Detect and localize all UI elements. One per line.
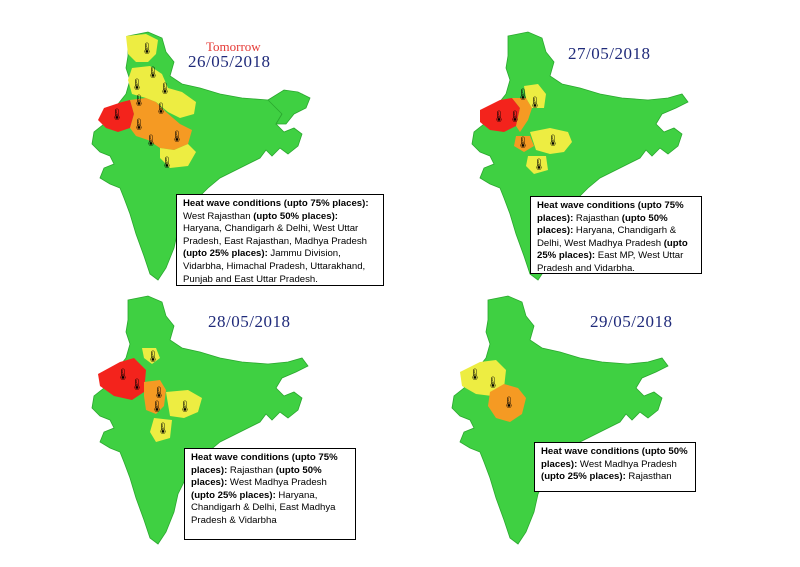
thermometer-icon: 🌡 — [516, 88, 530, 101]
india-landmass — [451, 295, 669, 545]
thermometer-icon: 🌡 — [110, 108, 124, 121]
region-orange — [144, 380, 166, 414]
box-heading-text: (upto 25% places): — [183, 248, 268, 260]
thermometer-icon: 🌡 — [130, 378, 144, 391]
box-heading-text: (upto 25% places): — [537, 237, 688, 262]
thermometer-icon: 🌡 — [516, 136, 530, 149]
box-body-text: West Madhya Pradesh — [227, 477, 327, 489]
panel-27-05: 🌡 🌡 🌡 🌡 🌡 🌡 🌡 27/05/2018 Heat wave condi… — [450, 28, 780, 298]
date-label: 29/05/2018 — [590, 312, 673, 331]
box-heading-text: (upto 50% places): — [191, 464, 322, 489]
box-heading-text: Heat wave conditions (upto 50% places): — [541, 446, 688, 470]
info-box: Heat wave conditions (upto 75% places): … — [176, 194, 384, 286]
thermometer-icon: 🌡 — [116, 368, 130, 381]
thermometer-icon: 🌡 — [508, 110, 522, 123]
panel-29-05: 🌡 🌡 🌡 29/05/2018 Heat wave conditions (u… — [430, 292, 760, 562]
thermometer-icon: 🌡 — [146, 66, 160, 79]
panel-26-05: 🌡 🌡 🌡 🌡 🌡 🌡 🌡 🌡 🌡 🌡 🌡 Tomorrow 26/05/201… — [70, 28, 400, 298]
thermometer-icon: 🌡 — [140, 42, 154, 55]
box-body-text: Haryana, Chandigarh & Delhi, East Madhya… — [191, 489, 336, 526]
region-yellow — [142, 348, 202, 442]
thermometer-icon: 🌡 — [132, 94, 146, 107]
region-orange — [488, 384, 526, 422]
box-heading-text: Heat wave conditions (upto 75% places): — [183, 198, 369, 209]
thermometer-icon: 🌡 — [160, 156, 174, 169]
thermometer-icon: 🌡 — [546, 134, 560, 147]
thermometer-icon: 🌡 — [502, 396, 516, 409]
thermometer-icon: 🌡 — [492, 110, 506, 123]
box-body-text: Jammu Division, Vidarbha, Himachal Prade… — [183, 248, 366, 285]
region-yellow — [460, 360, 506, 396]
info-box: Heat wave conditions (upto 50% places): … — [534, 442, 696, 492]
ne-region — [267, 89, 311, 125]
region-orange — [130, 98, 192, 150]
region-yellow — [126, 34, 196, 168]
india-map: 🌡 🌡 🌡 🌡 🌡 🌡 🌡 — [91, 295, 309, 545]
thermometer-icon: 🌡 — [150, 400, 164, 413]
region-yellow — [524, 84, 572, 174]
box-body-text: Haryana, Chandigarh & Delhi, West Madhya… — [537, 225, 677, 249]
thermometer-icon: 🌡 — [468, 368, 482, 381]
thermometer-icon: 🌡 — [528, 96, 542, 109]
thermometer-icon: 🌡 — [170, 130, 184, 143]
box-body-text: West Madhya Pradesh — [577, 458, 677, 470]
info-box: Heat wave conditions (upto 75% places): … — [530, 196, 702, 274]
india-map: 🌡 🌡 🌡 — [451, 295, 669, 545]
panel-28-05: 🌡 🌡 🌡 🌡 🌡 🌡 🌡 28/05/2018 Heat wave condi… — [70, 292, 400, 562]
box-body-text: Rajasthan — [573, 212, 622, 224]
thermometer-icon: 🌡 — [132, 118, 146, 131]
date-label: 28/05/2018 — [208, 312, 291, 331]
thermometer-icon: 🌡 — [178, 400, 192, 413]
thermometer-icon: 🌡 — [486, 376, 500, 389]
info-box: Heat wave conditions (upto 75% places): … — [184, 448, 356, 540]
thermometer-icons: 🌡 🌡 🌡 🌡 🌡 🌡 🌡 🌡 🌡 🌡 🌡 — [110, 42, 184, 169]
thermometer-icon: 🌡 — [156, 422, 170, 435]
box-heading-text: Heat wave conditions (upto 75% places): — [191, 452, 338, 476]
box-heading-text: (upto 50% places): — [253, 210, 338, 222]
box-heading-text: (upto 25% places): — [191, 489, 276, 501]
date-label: 26/05/2018 — [188, 52, 271, 71]
thermometer-icon: 🌡 — [154, 102, 168, 115]
thermometer-icon: 🌡 — [144, 134, 158, 147]
india-map: 🌡 🌡 🌡 🌡 🌡 🌡 🌡 — [471, 31, 689, 281]
thermometer-icon: 🌡 — [532, 158, 546, 171]
region-red — [98, 358, 146, 400]
india-map: 🌡 🌡 🌡 🌡 🌡 🌡 🌡 🌡 🌡 🌡 🌡 — [91, 31, 311, 281]
box-heading-text: (upto 25% places): — [541, 471, 626, 483]
date-label: 27/05/2018 — [568, 44, 651, 63]
thermometer-icon: 🌡 — [146, 350, 160, 363]
box-body-text: Rajasthan — [625, 471, 672, 483]
box-body-text: Haryana, Chandigarh & Delhi, West Uttar … — [183, 223, 367, 247]
region-orange — [512, 98, 534, 152]
box-body-text: West Rajasthan — [183, 210, 254, 222]
region-red — [480, 98, 520, 132]
box-heading-text: Heat wave conditions (upto 75% places): — [537, 200, 684, 224]
box-heading-text: (upto 50% places): — [537, 212, 668, 237]
thermometer-icon: 🌡 — [152, 386, 166, 399]
tomorrow-label: Tomorrow — [206, 39, 261, 54]
thermometer-icon: 🌡 — [158, 82, 172, 95]
box-body-text: Rajasthan — [227, 464, 276, 476]
box-body-text: East MP, West Uttar Pradesh and Vidarbha… — [537, 250, 684, 274]
thermometer-icon: 🌡 — [130, 78, 144, 91]
region-red — [98, 100, 134, 132]
